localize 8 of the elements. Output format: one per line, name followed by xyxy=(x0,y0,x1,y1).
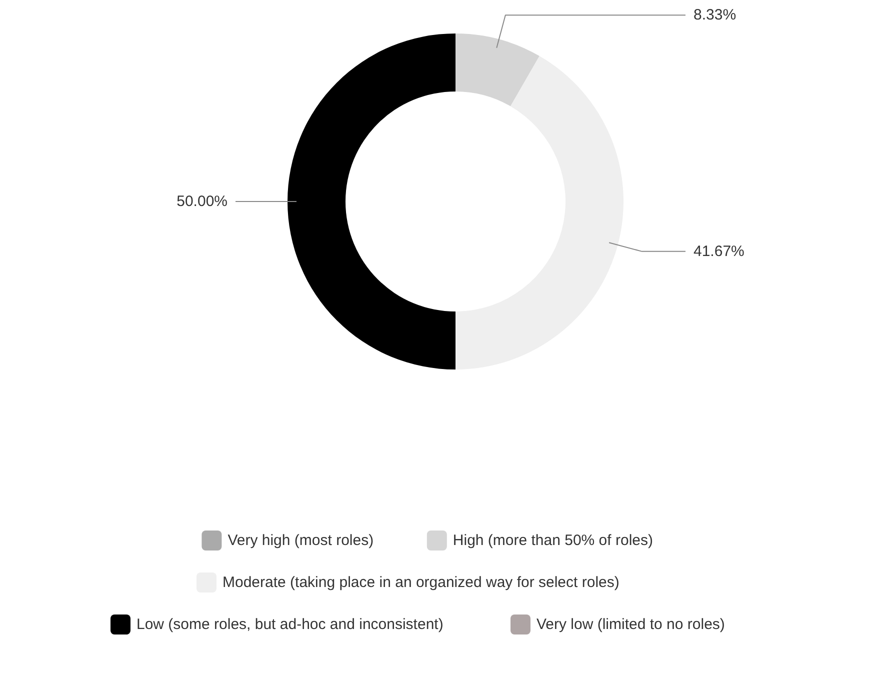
legend-label: Low (some roles, but ad-hoc and inconsistent) xyxy=(136,616,444,633)
legend-label: Moderate (taking place in an organized way for select roles) xyxy=(222,574,620,591)
data-label: 50.00% xyxy=(176,193,228,210)
legend-label: Very high (most roles) xyxy=(228,532,374,549)
data-label: 41.67% xyxy=(694,242,744,260)
legend-label: High (more than 50% of roles) xyxy=(452,532,653,549)
data-label: 8.33% xyxy=(694,6,736,24)
legend-label: Very low (limited to no roles) xyxy=(536,616,725,633)
